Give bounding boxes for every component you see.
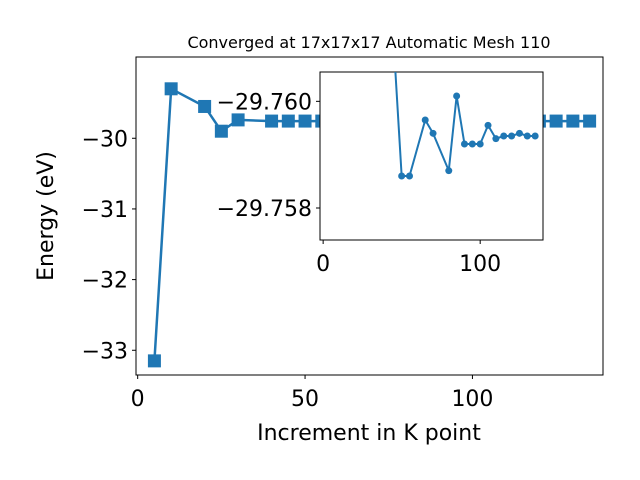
inset-data-point (508, 132, 516, 140)
inset-data-point (492, 135, 500, 143)
inset-y-tick-label: −29.760 (217, 90, 312, 115)
main-data-point (566, 114, 580, 128)
inset-data-point (484, 121, 492, 129)
main-y-tick-label: −30 (82, 127, 128, 152)
main-x-tick-label: 0 (131, 387, 145, 412)
main-data-point (231, 113, 245, 127)
main-data-point (147, 354, 161, 368)
main-data-point (265, 114, 279, 128)
main-data-point (164, 82, 178, 96)
inset-data-point (398, 172, 406, 180)
chart-title: Converged at 17x17x17 Automatic Mesh 110 (187, 33, 550, 52)
main-data-point (298, 114, 312, 128)
x-axis-title: Increment in K point (257, 421, 481, 446)
main-y-tick-label: −32 (82, 269, 128, 294)
main-data-point (281, 114, 295, 128)
main-y-tick-label: −31 (82, 198, 128, 223)
inset-data-point (523, 132, 531, 140)
main-data-point (583, 114, 597, 128)
inset-x-tick-label: 0 (316, 252, 330, 277)
inset-data-point (453, 92, 461, 100)
inset-plot-frame (319, 71, 544, 241)
inset-data-point (500, 132, 508, 140)
inset-data-point (445, 167, 453, 175)
inset-series-group (394, 72, 539, 180)
inset-plot: 0 100 −29.760 −29.758 (217, 71, 544, 277)
inset-x-tick-label: 100 (459, 252, 501, 277)
main-x-tick-label: 50 (291, 387, 319, 412)
inset-data-point (460, 140, 468, 148)
main-data-point (214, 124, 228, 138)
inset-data-point (531, 132, 539, 140)
main-y-tick-label: −33 (82, 339, 128, 364)
inset-data-point (429, 129, 437, 137)
main-data-point (549, 114, 563, 128)
inset-data-point (515, 129, 523, 137)
inset-y-tick-label: −29.758 (217, 197, 312, 222)
main-x-tick-label: 100 (451, 387, 493, 412)
inset-data-point (476, 140, 484, 148)
inset-data-point (421, 116, 429, 124)
main-data-point (198, 99, 212, 113)
y-axis-title: Energy (eV) (34, 151, 59, 281)
inset-data-point (406, 172, 414, 180)
inset-data-point (468, 140, 476, 148)
